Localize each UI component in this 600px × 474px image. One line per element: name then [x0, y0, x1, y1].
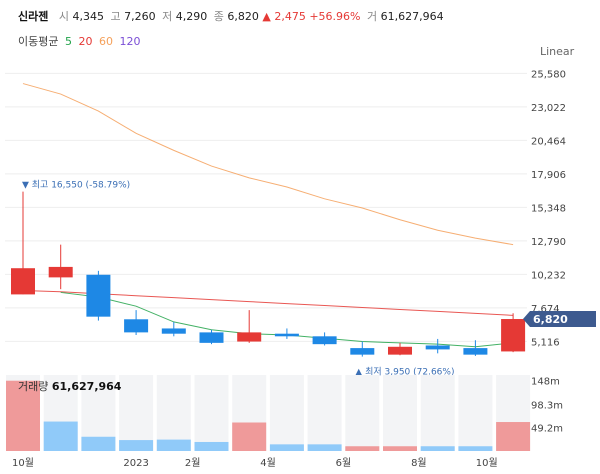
- price-tick-label: 7,674: [531, 304, 560, 315]
- x-axis-label: 4월: [260, 457, 276, 469]
- volume-slot-bg: [345, 375, 380, 451]
- candle-body: [199, 332, 224, 343]
- high-annotation: ▼ 최고 16,550 (-58.79%): [22, 180, 130, 191]
- volume-bar: [43, 421, 78, 451]
- open-value: 4,345: [72, 10, 105, 23]
- ma20-label[interactable]: 20: [78, 35, 93, 48]
- volume-slot-bg: [383, 375, 417, 451]
- volume-slot-bg: [269, 375, 304, 451]
- volume-value: 61,627,964: [380, 10, 444, 23]
- candle-body: [388, 346, 412, 355]
- price-tick-label: 15,348: [531, 203, 566, 214]
- volume-slot-bg: [458, 375, 493, 451]
- volume-slot-bg: [194, 375, 229, 451]
- stock-name: 신라젠: [18, 10, 49, 23]
- x-axis-label: 6월: [336, 457, 352, 469]
- volume-bar: [458, 446, 493, 451]
- volume-legend: 거래량 61,627,964: [18, 378, 121, 394]
- close-label: 종: [213, 10, 224, 23]
- price-tick-label: 23,022: [531, 103, 566, 114]
- volume-slot-bg: [156, 375, 191, 451]
- volume-bar: [269, 444, 304, 451]
- last-price-tag: [523, 311, 596, 328]
- candle-body: [11, 268, 35, 295]
- low-label: 저: [162, 10, 173, 23]
- volume-bar: [119, 440, 154, 451]
- x-axis-label: 10월: [12, 457, 34, 469]
- candle-body: [312, 336, 337, 345]
- volume-bar: [6, 380, 40, 451]
- last-price-value: 6,820: [533, 313, 568, 326]
- volume-bar: [81, 436, 116, 451]
- volume-bar: [383, 446, 417, 451]
- volume-bar: [194, 441, 229, 451]
- ma120-label[interactable]: 120: [119, 35, 141, 48]
- candle-body: [48, 266, 73, 278]
- moving-average-legend[interactable]: 이동평균 5 20 60 120: [18, 33, 143, 49]
- x-axis-label: 10월: [476, 457, 498, 469]
- candle-body: [124, 319, 149, 333]
- volume-bar: [345, 446, 380, 451]
- volume-bar: [232, 422, 267, 451]
- high-label: 고: [110, 10, 121, 23]
- price-tick-label: 17,906: [531, 170, 566, 181]
- price-tick-label: 12,790: [531, 237, 566, 248]
- ma60-line: [22, 83, 514, 246]
- open-label: 시: [58, 10, 69, 23]
- close-value: 6,820: [227, 10, 259, 23]
- x-axis-label: 8월: [411, 457, 427, 469]
- ma60-label[interactable]: 60: [98, 35, 113, 48]
- ma-label: 이동평균: [18, 35, 59, 48]
- price-tick-label: 25,580: [531, 69, 566, 80]
- volume-slot-bg: [307, 375, 342, 451]
- price-tick-label: 10,232: [531, 270, 566, 281]
- stock-header: 신라젠 시 4,345 고 7,260 저 4,290 종 6,820 ▲ 2,…: [18, 8, 444, 24]
- volume-slot-bg: [119, 375, 154, 451]
- volume-tick-label: 148m: [531, 377, 560, 388]
- low-value: 4,290: [175, 10, 208, 23]
- candle-body: [86, 274, 111, 317]
- price-tick-label: 5,116: [531, 337, 560, 348]
- volume-label: 거: [367, 10, 378, 23]
- candle-body: [350, 348, 375, 355]
- high-value: 7,260: [124, 10, 156, 23]
- change-percent: +56.96%: [309, 10, 361, 23]
- scale-toggle[interactable]: Linear: [540, 45, 575, 58]
- volume-bar: [156, 439, 191, 451]
- ma5-label[interactable]: 5: [64, 35, 72, 48]
- volume-bar: [496, 422, 531, 451]
- volume-bar: [307, 444, 342, 451]
- volume-tick-label: 98.3m: [531, 400, 563, 411]
- low-annotation: ▲ 최저 3,950 (72.66%): [355, 367, 454, 378]
- volume-bar: [420, 446, 455, 451]
- volume-slot-bg: [420, 375, 455, 451]
- volume-tick-label: 49.2m: [531, 424, 563, 435]
- volume-legend-value: 61,627,964: [51, 380, 122, 393]
- candle-body: [463, 348, 488, 355]
- x-axis-label: 2월: [185, 457, 201, 469]
- candle-body: [274, 333, 299, 337]
- candle-body: [501, 319, 526, 352]
- change-arrow: ▲: [262, 10, 271, 23]
- candle-body: [161, 328, 186, 334]
- volume-legend-label: 거래량: [18, 380, 49, 393]
- x-axis-label: 2023: [123, 458, 148, 469]
- candle-body: [237, 332, 262, 342]
- price-tick-label: 20,464: [531, 136, 566, 147]
- candle-body: [425, 345, 450, 350]
- change-value: 2,475: [274, 10, 306, 23]
